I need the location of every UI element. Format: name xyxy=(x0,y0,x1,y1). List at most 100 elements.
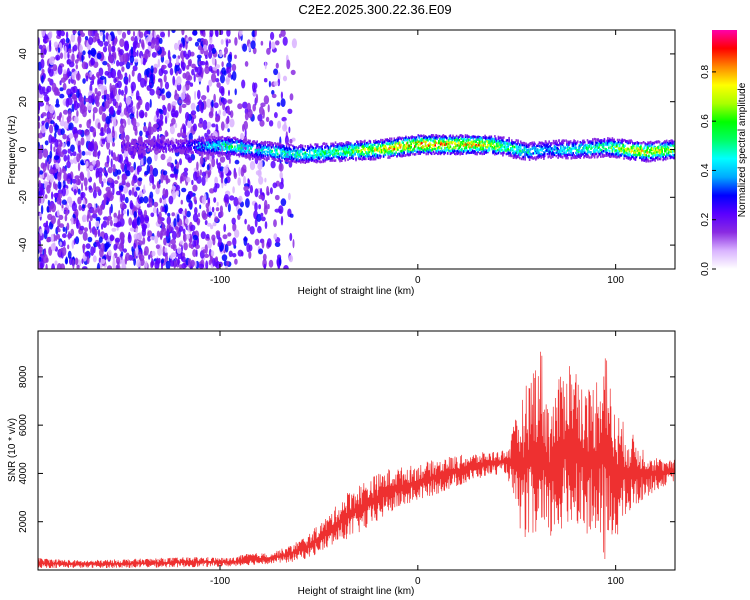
spectrogram-cell xyxy=(131,179,135,187)
spectrogram-cell xyxy=(94,186,101,192)
spectrogram-ridge-cell xyxy=(446,148,448,151)
spectrogram-ridge-cell xyxy=(242,149,244,152)
spectrogram-ridge-cell xyxy=(493,150,495,154)
spectrogram-cell xyxy=(184,208,187,216)
spectrogram-ridge-cell xyxy=(430,149,432,152)
spectrogram-cell xyxy=(112,259,116,269)
spectrogram-cell xyxy=(205,54,208,60)
spectrogram-ridge-cell xyxy=(150,149,153,152)
spectrogram-ridge-cell xyxy=(491,137,493,141)
spectrogram-ridge-cell xyxy=(201,146,203,149)
spectrogram-cell xyxy=(91,160,97,165)
spectrogram-cell xyxy=(180,127,183,137)
spectrogram-cell xyxy=(82,215,86,223)
spectrogram-ridge-cell xyxy=(430,136,432,139)
spectrogram-ridge-cell xyxy=(276,148,278,152)
spectrogram-cell xyxy=(135,246,139,257)
spectrogram-cell xyxy=(165,91,172,99)
spectrogram-ridge-cell xyxy=(439,143,442,146)
spectrogram-cell xyxy=(57,218,61,228)
spectrogram-ridge-cell xyxy=(329,146,331,149)
spectrogram-ridge-cell xyxy=(513,154,516,157)
spectrogram-ridge-cell xyxy=(434,144,436,147)
spectrogram-ridge-cell xyxy=(438,145,440,149)
spectrogram-cell xyxy=(212,66,218,71)
spectrogram-cell xyxy=(129,200,133,210)
spectrogram-ridge-cell xyxy=(498,136,501,140)
spectrogram-cell xyxy=(79,44,83,53)
spectrogram-ridge-cell xyxy=(248,139,250,143)
spectrogram-cell xyxy=(127,117,131,126)
spectrogram-ridge-cell xyxy=(247,141,250,144)
spectrogram-ridge-cell xyxy=(356,144,358,147)
spectrogram-ridge-cell xyxy=(423,136,426,139)
spectrogram-ridge-cell xyxy=(488,140,491,144)
spectrogram-ridge-cell xyxy=(323,153,325,156)
spectrogram-cell xyxy=(197,122,204,128)
spectrogram-cell xyxy=(229,195,235,201)
spectrogram-ridge-cell xyxy=(228,147,231,150)
spectrogram-ridge-cell xyxy=(177,144,179,147)
spectrogram-ridge-cell xyxy=(401,136,404,140)
spectrogram-ridge-cell xyxy=(277,155,280,158)
spectrogram-ridge-cell xyxy=(267,143,269,147)
spectrogram-cell xyxy=(241,164,247,173)
spectrogram-ridge-cell xyxy=(406,150,409,153)
spectrogram-cell xyxy=(263,78,268,83)
spectrogram-ridge-cell xyxy=(268,141,271,144)
spectrogram-cell xyxy=(109,82,112,93)
spectrogram-cell xyxy=(47,66,51,74)
spectrogram-ridge-cell xyxy=(186,151,188,154)
spectrogram-ridge-cell xyxy=(259,143,261,147)
spectrogram-cell xyxy=(194,41,200,47)
spectrogram-ridge-cell xyxy=(275,142,277,146)
spectrogram-ridge-cell xyxy=(210,153,212,156)
spectrogram-ridge-cell xyxy=(350,145,353,148)
spectrogram-ridge-cell xyxy=(445,143,447,146)
spectrogram-ridge-cell xyxy=(469,147,471,150)
spectrogram-ridge-cell xyxy=(265,158,267,161)
spectrogram-ridge-cell xyxy=(507,148,509,151)
spectrogram-ridge-cell xyxy=(430,149,433,152)
spectrogram-ridge-cell xyxy=(160,148,162,151)
spectrogram-ridge-cell xyxy=(512,156,515,159)
spectrogram-cell xyxy=(133,256,137,266)
spectrogram-ridge-cell xyxy=(146,145,148,149)
spectrogram-ridge-cell xyxy=(307,157,309,160)
spectrogram-cell xyxy=(94,229,97,238)
spectrogram-ridge-cell xyxy=(134,145,136,148)
spectrogram-ridge-cell xyxy=(387,142,389,145)
spectrogram-ridge-cell xyxy=(195,150,197,153)
spectrogram-ridge-cell xyxy=(285,153,288,157)
spectrogram-cell xyxy=(88,149,92,156)
spectrogram-ridge-cell xyxy=(470,140,473,143)
spectrogram-ridge-cell xyxy=(400,151,403,154)
spectrogram-cell xyxy=(67,148,72,154)
spectrogram-cell xyxy=(266,47,271,55)
spectrogram-ridge-cell xyxy=(230,152,233,155)
spectrogram-ridge-cell xyxy=(182,149,185,152)
spectrogram-cell xyxy=(53,181,56,190)
spectrogram-cell xyxy=(152,67,158,74)
spectrogram-cell xyxy=(57,65,63,75)
spectrogram-cell xyxy=(99,75,106,80)
spectrogram-ridge-cell xyxy=(159,150,161,153)
spectrogram-ridge-cell xyxy=(240,148,242,152)
spectrogram-ridge-cell xyxy=(323,149,325,152)
spectrogram-cell xyxy=(151,258,154,268)
spectrogram-ridge-cell xyxy=(494,135,496,138)
spectrogram-ridge-cell xyxy=(257,151,259,154)
spectrogram-ridge-cell xyxy=(399,137,402,140)
spectrogram-cell xyxy=(125,96,132,105)
spectrogram-ridge-cell xyxy=(154,143,157,146)
spectrogram-ridge-cell xyxy=(357,143,360,146)
spectrogram-cell xyxy=(63,154,68,162)
spectrogram-cell xyxy=(70,144,75,153)
spectrogram-ridge-cell xyxy=(392,154,395,157)
spectrogram-ridge-cell xyxy=(400,149,403,153)
spectrogram-cell xyxy=(151,250,156,257)
spectrogram-ridge-cell xyxy=(204,137,207,140)
spectrogram-ridge-cell xyxy=(229,146,232,150)
spectrogram-cell xyxy=(41,194,44,205)
spectrogram-ridge-cell xyxy=(365,143,367,147)
